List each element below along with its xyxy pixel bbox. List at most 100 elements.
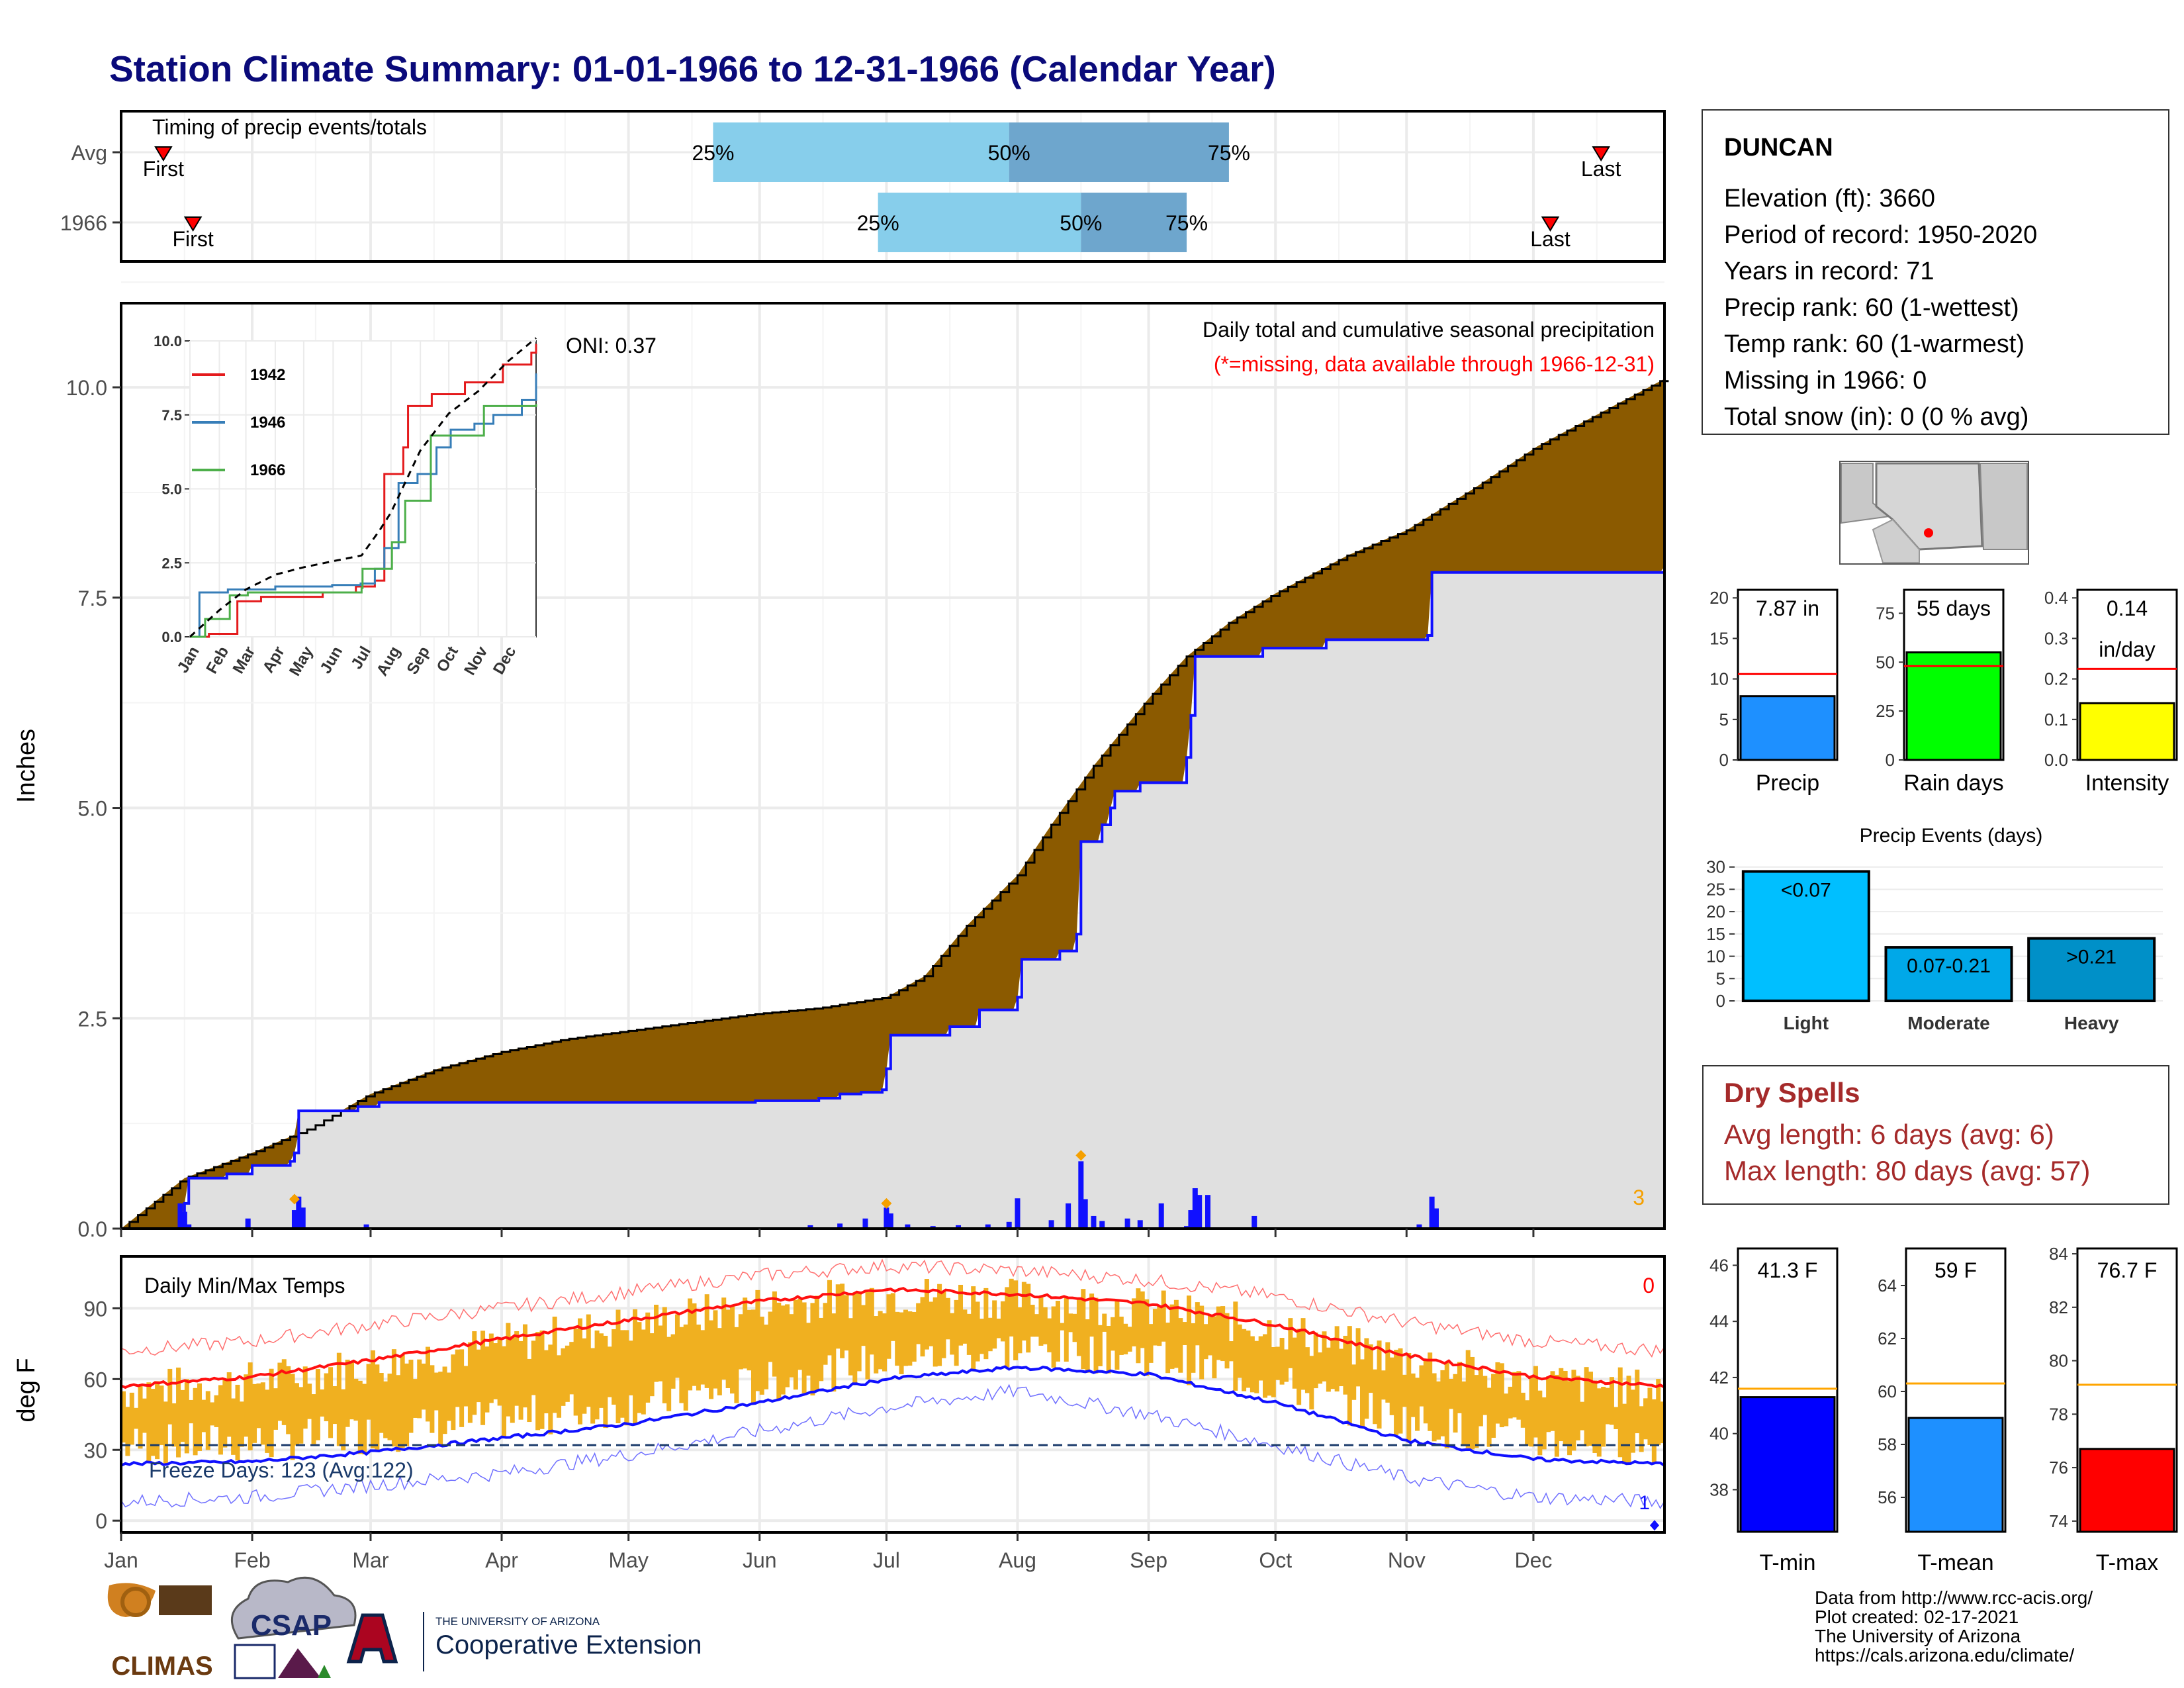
daily-temp-bar — [1178, 1318, 1183, 1373]
daily-temp-bar — [1013, 1280, 1019, 1360]
month-label: Dec — [1514, 1548, 1552, 1572]
temp-chart-value: 59 F — [1934, 1258, 1977, 1282]
freeze-days-label: Freeze Days: 123 (Avg:122) — [149, 1458, 414, 1482]
timing-last-label: Last — [1530, 227, 1570, 251]
daily-temp-bar — [1444, 1362, 1449, 1448]
daily-temp-bar — [1359, 1359, 1365, 1427]
daily-temp-bar — [1123, 1323, 1128, 1354]
daily-temp-bar — [1504, 1393, 1509, 1427]
inset-legend-label: 1942 — [250, 366, 285, 384]
daily-temp-bar — [1144, 1299, 1150, 1376]
daily-temp-bar — [184, 1379, 189, 1454]
events-bar-range: <0.07 — [1781, 879, 1831, 901]
daily-temp-bar — [375, 1364, 380, 1452]
daily-temp-bar — [239, 1401, 244, 1447]
daily-temp-bar — [717, 1328, 722, 1395]
daily-precip-bar — [884, 1207, 889, 1229]
daily-temp-bar — [1009, 1278, 1014, 1336]
daily-temp-bar — [1381, 1370, 1386, 1400]
temp-bottom-number: 1 — [1639, 1492, 1650, 1514]
month-label: Feb — [234, 1548, 270, 1572]
daily-temp-bar — [134, 1407, 139, 1429]
daily-temp-bar — [286, 1366, 291, 1434]
mini-chart-tick-label: 15 — [1709, 628, 1729, 648]
daily-temp-bar — [1571, 1370, 1576, 1451]
cumulative-1966-area — [121, 566, 1664, 1229]
daily-temp-bar — [1030, 1305, 1035, 1337]
daily-temp-bar — [1246, 1330, 1251, 1388]
daily-temp-bar — [785, 1304, 790, 1387]
daily-temp-bar — [1313, 1333, 1318, 1389]
daily-temp-bar — [1212, 1316, 1217, 1379]
daily-precip-bar — [186, 1224, 192, 1229]
daily-temp-bar — [231, 1398, 236, 1455]
daily-temp-bar — [332, 1386, 338, 1425]
timing-p25-label: 25% — [692, 141, 734, 165]
daily-temp-bar — [180, 1389, 185, 1442]
temp-chart-value: 41.3 F — [1758, 1258, 1818, 1282]
daily-temp-bar — [764, 1325, 769, 1389]
daily-temp-bar — [324, 1373, 329, 1422]
daily-temp-bar — [793, 1299, 798, 1390]
daily-temp-bar — [1191, 1323, 1196, 1373]
daily-temp-bar — [1410, 1373, 1416, 1417]
daily-temp-bar — [222, 1379, 228, 1448]
mini-chart-value-unit: in/day — [2099, 637, 2155, 661]
daily-temp-bar — [1495, 1362, 1500, 1424]
daily-temp-bar — [895, 1311, 900, 1366]
daily-temp-bar — [772, 1291, 777, 1377]
daily-precip-bar — [1066, 1203, 1071, 1229]
daily-temp-bar — [658, 1325, 663, 1382]
mini-chart-label: Intensity — [2085, 771, 2169, 796]
daily-temp-bar — [1550, 1371, 1555, 1431]
station-info-line: Temp rank: 60 (1-warmest) — [1724, 330, 2025, 358]
daily-temp-bar — [1203, 1324, 1208, 1360]
daily-temp-bar — [294, 1383, 299, 1446]
location-map — [1839, 461, 2029, 565]
temp-chart-label: T-max — [2096, 1550, 2158, 1575]
precip-note: (*=missing, data available through 1966-… — [1214, 352, 1655, 376]
daily-temp-bar — [937, 1284, 942, 1366]
mini-chart-tick-label: 10 — [1709, 669, 1729, 689]
ua-small-text: THE UNIVERSITY OF ARIZONA — [435, 1615, 600, 1628]
daily-temp-bar — [700, 1330, 705, 1385]
daily-temp-bar — [193, 1387, 198, 1456]
temp-panel: 0 30 60 90 Jan Feb Mar Apr May Jun Jul Aug Sep Oct Nov… — [13, 1255, 1666, 1572]
daily-temp-bar — [535, 1332, 541, 1430]
daily-temp-bar — [958, 1284, 964, 1346]
mini-chart-value: 55 days — [1917, 596, 1991, 620]
daily-temp-bar — [776, 1302, 782, 1400]
temp-corner-number: 0 — [1643, 1274, 1655, 1297]
timing-last-label: Last — [1581, 157, 1621, 181]
daily-precip-bar — [1251, 1215, 1257, 1229]
daily-precip-bar — [887, 1213, 893, 1229]
mini-chart-value: 7.87 in — [1756, 596, 1819, 620]
timing-label: Timing of precip events/totals — [152, 115, 427, 139]
temp-ytick-label: 0 — [95, 1509, 107, 1533]
daily-temp-bar — [311, 1394, 316, 1444]
daily-temp-bar — [852, 1292, 858, 1385]
daily-temp-bar — [417, 1359, 422, 1419]
daily-temp-bar — [391, 1349, 396, 1447]
daily-precip-bar — [1015, 1198, 1021, 1229]
daily-temp-bar — [743, 1297, 748, 1369]
average-min-line — [120, 1365, 1666, 1467]
daily-temp-bar — [1398, 1348, 1403, 1434]
daily-temp-bar — [345, 1360, 350, 1427]
daily-temp-bar — [459, 1349, 465, 1427]
daily-temp-bar — [1373, 1369, 1378, 1425]
daily-temp-bar — [269, 1368, 274, 1458]
daily-temp-bar — [189, 1399, 194, 1424]
temp-ytick-label: 60 — [83, 1368, 107, 1391]
daily-temp-bar — [1005, 1287, 1010, 1368]
daily-temp-bar — [1614, 1407, 1619, 1430]
daily-temp-bar — [835, 1284, 841, 1349]
daily-temp-bar — [1643, 1398, 1649, 1440]
month-label: Jun — [743, 1548, 777, 1572]
daily-temp-bar — [1220, 1306, 1226, 1362]
daily-temp-bar — [878, 1311, 883, 1370]
cumulative-1966-line — [121, 566, 1666, 1230]
daily-temp-bar — [121, 1391, 126, 1443]
daily-temp-bar — [603, 1335, 608, 1429]
daily-precip-bar — [177, 1203, 183, 1229]
